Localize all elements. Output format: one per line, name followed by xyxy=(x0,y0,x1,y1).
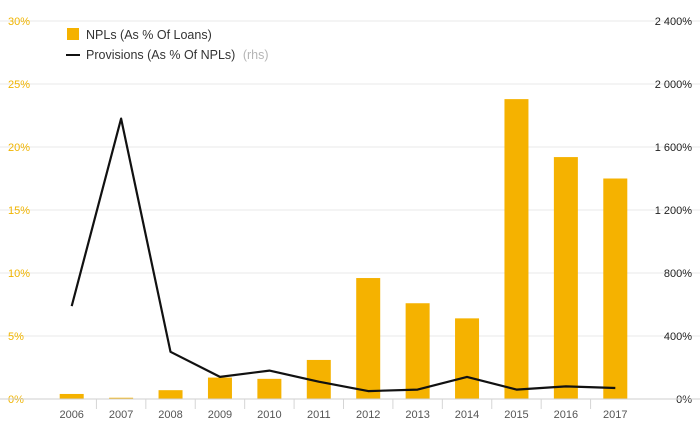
npl-bar xyxy=(109,397,134,399)
y-right-tick-label: 800% xyxy=(664,268,692,280)
npl-bar xyxy=(553,157,578,399)
npl-bar xyxy=(59,393,84,399)
y-right-tick-label: 2 000% xyxy=(655,79,693,91)
provisions-line xyxy=(70,117,616,393)
legend-line-name: Provisions (As % Of NPLs) xyxy=(86,48,235,62)
npl-bar xyxy=(455,318,480,399)
y-right-tick-label: 400% xyxy=(664,331,692,343)
npl-bar xyxy=(158,390,183,399)
y-left-tick-label: 15% xyxy=(8,205,30,217)
npl-bar xyxy=(257,378,282,399)
x-tick-label: 2015 xyxy=(504,409,528,421)
legend: NPLs (As % Of Loans) Provisions (As % Of… xyxy=(66,28,269,62)
legend-line-suffix: (rhs) xyxy=(243,48,269,62)
x-tick-label: 2011 xyxy=(307,409,331,421)
x-tick-label: 2014 xyxy=(455,409,479,421)
x-tick-label: 2012 xyxy=(356,409,380,421)
x-tick-label: 2017 xyxy=(603,409,627,421)
legend-bar-swatch xyxy=(67,28,79,40)
x-tick-label: 2007 xyxy=(109,409,133,421)
y-right-tick-label: 1 600% xyxy=(655,142,693,154)
npl-bar xyxy=(207,377,232,399)
y-left-tick-label: 30% xyxy=(8,16,30,28)
x-tick-label: 2010 xyxy=(257,409,281,421)
y-right-tick-label: 0% xyxy=(676,394,692,406)
y-left-tick-label: 5% xyxy=(8,331,24,343)
y-left-tick-label: 25% xyxy=(8,79,30,91)
y-left-tick-label: 20% xyxy=(8,142,30,154)
legend-line-label: Provisions (As % Of NPLs) (rhs) xyxy=(86,48,269,62)
legend-bar-label: NPLs (As % Of Loans) xyxy=(86,28,212,42)
x-tick-label: 2009 xyxy=(208,409,232,421)
npl-bar xyxy=(405,303,430,399)
x-tick-label: 2013 xyxy=(405,409,429,421)
npl-bar xyxy=(504,99,529,400)
y-right-tick-label: 2 400% xyxy=(655,16,693,28)
x-tick-label: 2016 xyxy=(554,409,578,421)
y-left-tick-label: 10% xyxy=(8,268,30,280)
npl-bar xyxy=(356,278,381,399)
y-left-tick-label: 0% xyxy=(8,394,24,406)
x-tick-label: 2006 xyxy=(59,409,83,421)
y-right-tick-label: 1 200% xyxy=(655,205,693,217)
npl-bar xyxy=(603,178,628,399)
x-tick-label: 2008 xyxy=(158,409,182,421)
